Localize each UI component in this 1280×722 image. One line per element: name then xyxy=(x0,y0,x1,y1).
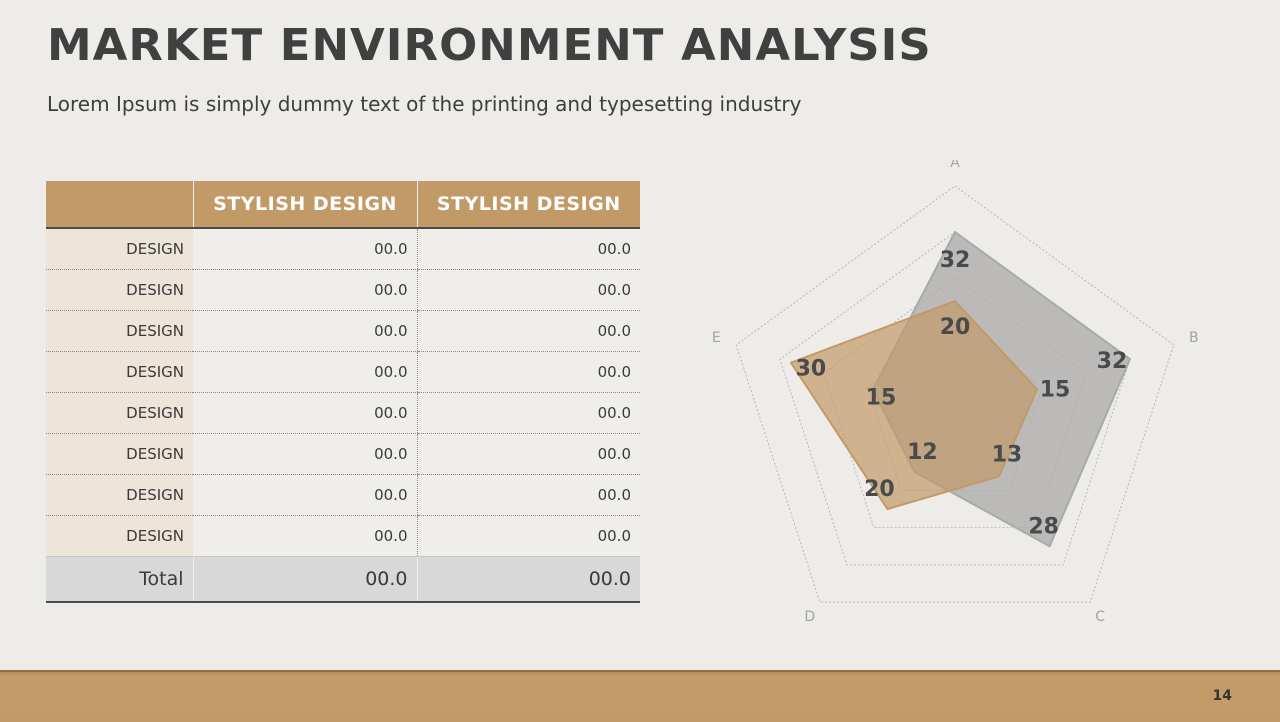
radar-axis-label: B xyxy=(1189,330,1199,346)
cell-value: 00.0 xyxy=(416,515,640,557)
cell-value: 00.0 xyxy=(193,269,417,311)
radar-axis-label: D xyxy=(804,609,815,625)
table-total-row: Total 00.0 00.0 xyxy=(46,556,640,603)
radar-data-label: 12 xyxy=(907,440,938,465)
radar-data-label: 30 xyxy=(796,357,827,382)
row-label: DESIGN xyxy=(46,515,193,557)
cell-value: 00.0 xyxy=(416,228,640,270)
cell-value: 00.0 xyxy=(416,474,640,516)
table-header-blank xyxy=(46,181,193,229)
radar-axis-label: E xyxy=(712,330,721,346)
total-value: 00.0 xyxy=(416,556,640,603)
data-table: STYLISH DESIGN STYLISH DESIGN DESIGN 00.… xyxy=(46,181,640,603)
radar-data-label: 13 xyxy=(992,442,1023,467)
row-label: DESIGN xyxy=(46,228,193,270)
table-row: DESIGN 00.0 00.0 xyxy=(46,269,640,311)
radar-data-label: 15 xyxy=(866,385,897,410)
table-row: DESIGN 00.0 00.0 xyxy=(46,310,640,352)
radar-data-label: 32 xyxy=(940,248,971,273)
table-header-row: STYLISH DESIGN STYLISH DESIGN xyxy=(46,181,640,229)
cell-value: 00.0 xyxy=(193,310,417,352)
cell-value: 00.0 xyxy=(193,433,417,475)
cell-value: 00.0 xyxy=(193,351,417,393)
radar-data-label: 32 xyxy=(1097,349,1128,374)
radar-series-area xyxy=(789,300,1039,511)
radar-chart: A B C D E 32 32 28 12 15 20 15 13 20 30 xyxy=(712,160,1199,625)
slide-title: MARKET ENVIRONMENT ANALYSIS xyxy=(47,20,932,71)
table-row: DESIGN 00.0 00.0 xyxy=(46,474,640,516)
total-value: 00.0 xyxy=(192,556,417,603)
table-row: DESIGN 00.0 00.0 xyxy=(46,433,640,475)
cell-value: 00.0 xyxy=(416,310,640,352)
table-row: DESIGN 00.0 00.0 xyxy=(46,228,640,270)
radar-grid-ring xyxy=(823,277,1087,529)
table-row: DESIGN 00.0 00.0 xyxy=(46,392,640,434)
table-header-col-1: STYLISH DESIGN xyxy=(192,181,417,229)
radar-data-label: 15 xyxy=(1040,377,1071,402)
row-label: DESIGN xyxy=(46,310,193,352)
page-number: 14 xyxy=(1212,688,1232,704)
table-row: DESIGN 00.0 00.0 xyxy=(46,515,640,557)
cell-value: 00.0 xyxy=(416,351,640,393)
radar-data-label: 28 xyxy=(1028,514,1059,539)
cell-value: 00.0 xyxy=(193,515,417,557)
cell-value: 00.0 xyxy=(416,433,640,475)
table-header-col-2: STYLISH DESIGN xyxy=(416,181,640,229)
slide-subtitle: Lorem Ipsum is simply dummy text of the … xyxy=(47,92,802,116)
table-row: DESIGN 00.0 00.0 xyxy=(46,351,640,393)
radar-data-label: 20 xyxy=(864,477,895,502)
radar-axis-label: C xyxy=(1095,609,1105,625)
row-label: DESIGN xyxy=(46,269,193,311)
row-label: DESIGN xyxy=(46,474,193,516)
row-label: DESIGN xyxy=(46,351,193,393)
cell-value: 00.0 xyxy=(193,474,417,516)
footer-bar: 14 xyxy=(0,670,1280,722)
row-label: DESIGN xyxy=(46,433,193,475)
radar-data-label: 20 xyxy=(940,315,971,340)
cell-value: 00.0 xyxy=(193,392,417,434)
cell-value: 00.0 xyxy=(416,269,640,311)
cell-value: 00.0 xyxy=(416,392,640,434)
radar-axis-label: A xyxy=(950,160,960,171)
cell-value: 00.0 xyxy=(193,228,417,270)
row-label: DESIGN xyxy=(46,392,193,434)
total-label: Total xyxy=(46,556,193,603)
radar-grid-ring xyxy=(735,185,1175,603)
